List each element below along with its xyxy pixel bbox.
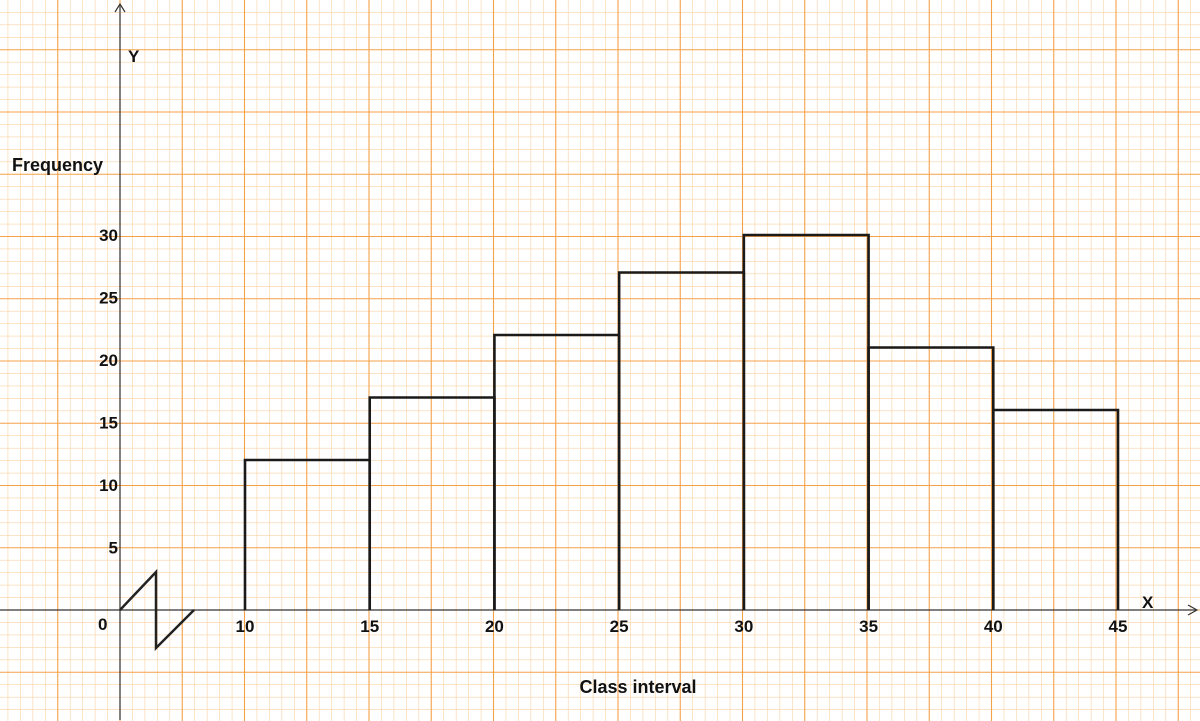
axis-break-kink: [119, 568, 195, 652]
y-tick-labels: 5 10 15 20 25 30: [99, 226, 118, 558]
x-axis-letter: X: [1142, 593, 1154, 612]
x-tick-label: 10: [236, 617, 255, 636]
x-tick-label: 45: [1109, 617, 1128, 636]
y-tick-label: 10: [99, 476, 118, 495]
x-axis-arrowhead: [1187, 604, 1199, 616]
y-tick-label: 30: [99, 226, 118, 245]
histogram-bars: [243, 233, 1120, 610]
y-axis-letter: Y: [128, 47, 140, 66]
x-axis-title: Class interval: [579, 677, 696, 697]
x-tick-label: 30: [734, 617, 753, 636]
y-axis-title: Frequency: [12, 155, 103, 175]
x-tick-label: 15: [360, 617, 379, 636]
y-tick-label: 5: [109, 539, 118, 558]
histogram-bar: [991, 408, 1120, 610]
x-tick-label: 35: [859, 617, 878, 636]
y-axis-arrowhead: [114, 2, 126, 13]
x-tick-label: 25: [610, 617, 629, 636]
x-tick-label: 40: [984, 617, 1003, 636]
y-tick-label: 20: [99, 351, 118, 370]
y-tick-label: 15: [99, 414, 118, 433]
x-tick-labels: 10 15 20 25 30 35 40 45: [236, 617, 1128, 636]
x-tick-label: 20: [485, 617, 504, 636]
y-tick-label: 25: [99, 289, 118, 308]
origin-label: 0: [98, 615, 107, 634]
